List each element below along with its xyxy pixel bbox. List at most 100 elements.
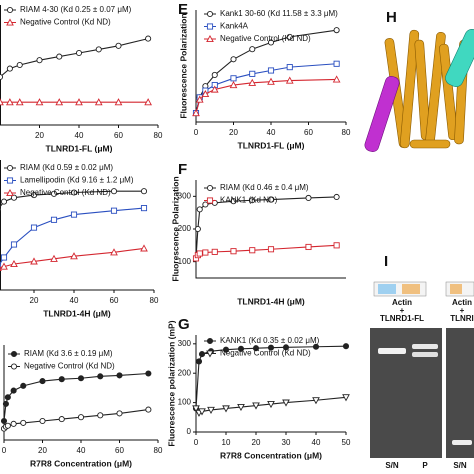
marker	[10, 420, 17, 427]
legend-label: Negative Control (Kd ND)	[24, 362, 115, 371]
panel-label: F	[178, 161, 187, 178]
marker	[39, 378, 46, 385]
marker	[97, 412, 104, 419]
legend-label: Negative Control (Kd ND)	[20, 188, 111, 197]
marker	[97, 373, 104, 380]
y-tick-label: 100	[178, 398, 192, 407]
y-tick-label: 0	[187, 427, 192, 436]
marker	[77, 375, 85, 382]
marker	[195, 95, 204, 103]
marker	[249, 197, 256, 204]
gel-schematic	[373, 281, 474, 297]
marker	[267, 77, 275, 85]
marker	[110, 207, 118, 214]
marker	[6, 98, 14, 106]
gel-header: Actin	[392, 298, 412, 307]
legend-label: RIAM (Kd 0.46 ± 0.4 μM)	[220, 183, 309, 192]
marker	[249, 46, 256, 53]
legend-marker	[206, 10, 214, 18]
marker	[196, 206, 203, 213]
marker	[6, 65, 13, 72]
x-tick-label: 20	[38, 446, 47, 455]
marker	[56, 53, 63, 60]
x-tick-label: 60	[304, 128, 313, 137]
marker	[0, 417, 8, 425]
marker	[194, 225, 201, 233]
marker	[50, 190, 58, 197]
marker	[10, 241, 18, 248]
marker	[202, 249, 209, 256]
gel-header: TLNRD1-FL	[380, 314, 424, 323]
marker	[267, 196, 275, 203]
y-axis-label: Fluorescence Polarization	[178, 13, 188, 118]
x-axis-label: R7R8 Concentration (μM)	[220, 450, 322, 460]
marker	[30, 257, 38, 265]
marker	[230, 198, 237, 205]
marker	[195, 358, 203, 365]
marker	[116, 410, 123, 417]
marker	[70, 252, 78, 260]
marker	[267, 401, 275, 409]
lane-label: P	[422, 461, 428, 470]
series-line	[3, 409, 149, 429]
x-tick-label: 80	[342, 128, 351, 137]
legend-marker	[10, 350, 18, 358]
marker	[198, 408, 206, 416]
marker	[342, 343, 350, 350]
marker	[201, 89, 210, 98]
marker	[110, 188, 118, 195]
legend-marker	[6, 6, 14, 14]
marker	[10, 387, 17, 394]
series-line	[0, 207, 145, 265]
marker	[140, 188, 148, 195]
gel-header: Actin	[452, 298, 472, 307]
marker	[39, 417, 46, 425]
gel-header: +	[460, 306, 465, 315]
marker	[20, 419, 27, 426]
legend-marker	[206, 197, 214, 204]
panel-label: H	[386, 9, 397, 26]
marker	[211, 248, 218, 255]
legend-marker	[10, 363, 18, 370]
marker	[249, 70, 256, 77]
gel-header: TLNRI	[450, 314, 474, 323]
marker	[70, 211, 78, 218]
marker	[267, 39, 275, 46]
marker	[286, 33, 293, 40]
x-axis-label: TLNRD1-4H (μM)	[43, 308, 111, 318]
marker	[58, 376, 65, 383]
x-tick-label: 40	[75, 131, 84, 140]
marker	[237, 403, 245, 412]
x-tick-label: 20	[229, 128, 238, 137]
marker	[237, 345, 245, 352]
marker	[15, 98, 24, 106]
marker	[75, 49, 83, 57]
legend-marker	[206, 337, 214, 345]
marker	[202, 201, 209, 208]
x-tick-label: 40	[312, 438, 321, 447]
x-tick-label: 40	[267, 128, 276, 137]
marker	[10, 259, 18, 268]
marker	[196, 250, 203, 257]
marker	[305, 194, 312, 202]
legend-marker	[206, 184, 214, 192]
lane-label: S/N	[385, 461, 399, 470]
marker	[252, 402, 260, 410]
axis	[0, 5, 158, 126]
y-axis-label: Fluorescence polarization (mP)	[166, 320, 176, 446]
legend-marker	[6, 188, 14, 197]
x-tick-label: 0	[194, 438, 199, 447]
series-line	[0, 38, 149, 78]
legend-label: Negative Control (Kd ND)	[220, 34, 311, 43]
marker	[140, 244, 148, 252]
marker	[110, 248, 118, 256]
marker	[192, 108, 200, 117]
marker	[211, 71, 218, 79]
x-axis-label: R7R8 Concentration (μM)	[30, 458, 132, 468]
y-tick-label: 200	[178, 368, 192, 377]
marker	[282, 399, 290, 407]
marker	[10, 194, 18, 201]
marker	[332, 75, 341, 83]
panel-label: I	[384, 253, 388, 270]
